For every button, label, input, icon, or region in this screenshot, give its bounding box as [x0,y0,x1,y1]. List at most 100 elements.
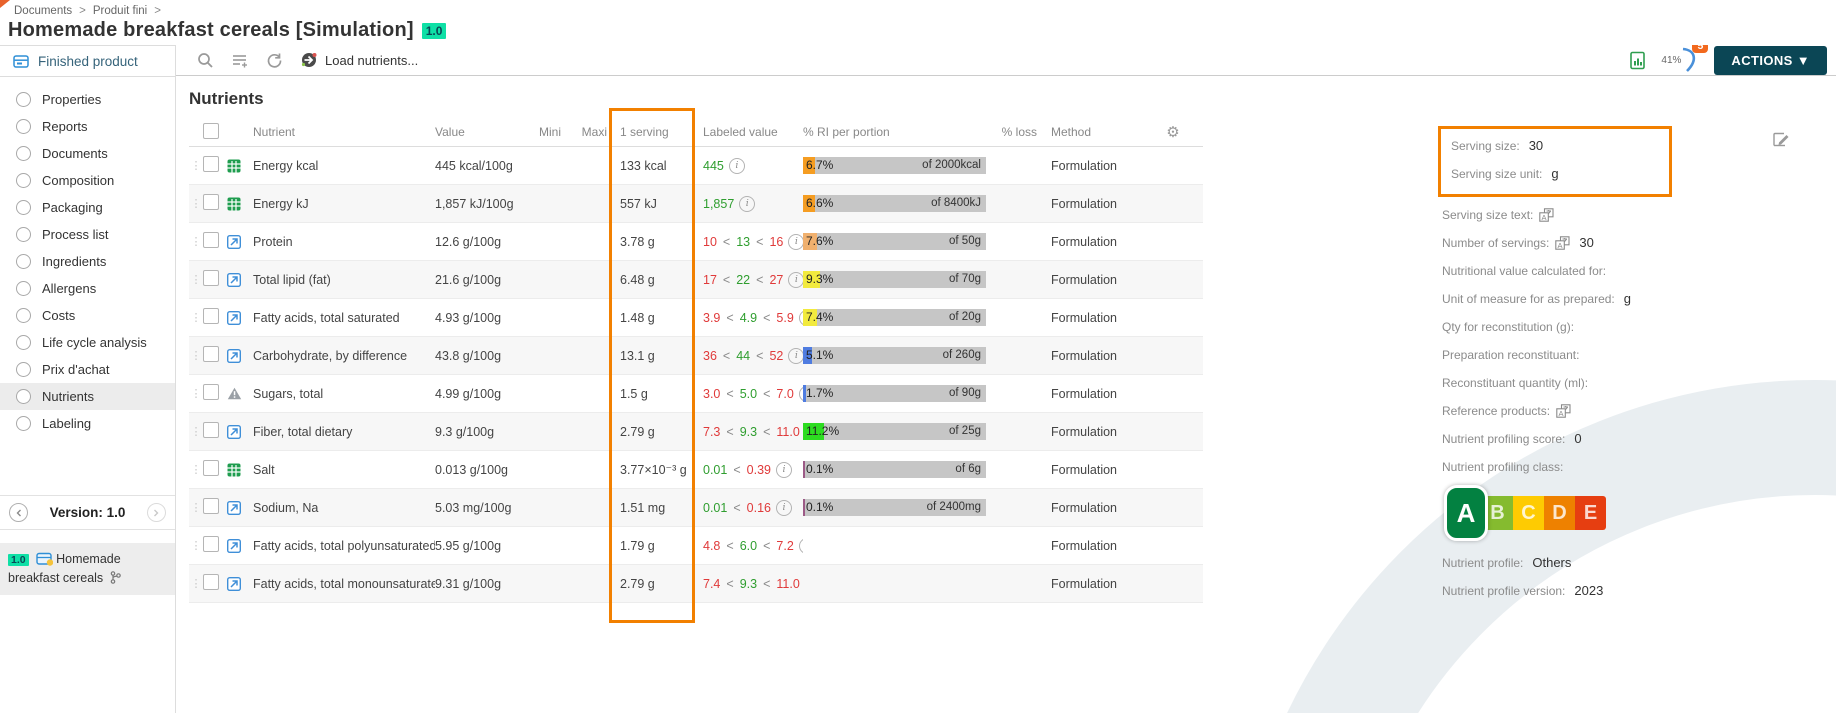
panel-field-reconstituant-quantity-ml: Reconstituant quantity (ml): [1442,373,1836,392]
nutrient-row[interactable]: ⋮ Sugars, total 4.99 g/100g 1.5 g 3.0 <5.0 <7.… [189,375,1203,413]
load-nutrients-button[interactable]: Load nutrients... [300,51,418,69]
drag-handle[interactable]: ⋮ [190,274,202,286]
drag-handle[interactable]: ⋮ [190,464,202,476]
serving-value: 1.51 mg [620,500,666,515]
nutrient-row[interactable]: ⋮ Fatty acids, total saturated 4.93 g/100g… [189,299,1203,337]
select-all-checkbox[interactable] [203,122,219,139]
row-checkbox[interactable] [203,270,219,286]
drag-handle[interactable]: ⋮ [190,160,202,172]
table-header-row: Nutrient Value Mini Maxi 1 serving Label… [189,118,1203,147]
nutrient-row[interactable]: ⋮ Carbohydrate, by difference 43.8 g/100g 1… [189,337,1203,375]
ri-bar: 9.3% of 70g [803,271,986,288]
col-mini[interactable]: Mini [538,125,561,139]
sidebar-item-reports[interactable]: Reports [0,113,175,140]
sidebar-item-labeling[interactable]: Labeling [0,410,175,437]
drag-handle[interactable]: ⋮ [190,388,202,400]
nutrient-row[interactable]: ⋮ Protein 12.6 g/100g 3.78 g 10 <13 <16 i 7.6% of… [189,223,1203,261]
drag-handle[interactable]: ⋮ [190,540,202,552]
nutrient-row[interactable]: ⋮ Salt 0.013 g/100g 3.77×10⁻³ g 0.01 <0.39 i 0.… [189,451,1203,489]
nutrient-row[interactable]: ⋮ Total lipid (fat) 21.6 g/100g 6.48 g 17 <22… [189,261,1203,299]
ri-bar: 7.6% of 50g [803,233,986,250]
row-checkbox[interactable] [203,498,219,514]
translate-icon[interactable]: A [1539,207,1554,222]
sidebar-item-properties[interactable]: Properties [0,86,175,113]
completion-widget[interactable]: 41% 5 [1661,38,1709,73]
col-serving[interactable]: 1 serving [620,125,669,139]
edit-pencil-icon[interactable] [1772,132,1790,148]
nutrient-row[interactable]: ⋮ Fiber, total dietary 9.3 g/100g 2.79 g 7.3… [189,413,1203,451]
table-settings-gear-icon[interactable]: ⚙ [1166,123,1180,141]
col-nutrient[interactable]: Nutrient [253,125,296,139]
sidebar-item-packaging[interactable]: Packaging [0,194,175,221]
col-ri-per-portion[interactable]: % RI per portion [803,125,890,139]
nutrient-name: Energy kcal [253,158,319,173]
nutrient-row[interactable]: ⋮ Sodium, Na 5.03 mg/100g 1.51 mg 0.01 <0.16 i… [189,489,1203,527]
col-labeled-value[interactable]: Labeled value [703,125,778,139]
refresh-icon[interactable] [266,52,283,69]
labeled-segment: 16 [769,234,784,249]
info-icon[interactable]: i [788,347,803,364]
row-checkbox[interactable] [203,194,219,210]
nutrient-row[interactable]: ⋮ Energy kJ 1,857 kJ/100g 557 kJ 1,857 i 6.6% o… [189,185,1203,223]
ri-bar: 6.7% of 2000kcal [803,157,986,174]
col-value[interactable]: Value [435,125,465,139]
breadcrumb-item[interactable]: Documents [14,5,73,17]
info-icon[interactable]: i [739,195,756,212]
ri-reference: of 70g [949,273,981,285]
col-loss[interactable]: % loss [1001,125,1037,139]
nutrient-row[interactable]: ⋮ Energy kcal 445 kcal/100g 133 kcal 445 i 6.7… [189,147,1203,185]
sidebar-item-costs[interactable]: Costs [0,302,175,329]
derived-value-icon [227,538,253,553]
row-checkbox[interactable] [203,574,219,590]
sidebar-item-composition[interactable]: Composition [0,167,175,194]
row-checkbox[interactable] [203,346,219,362]
row-checkbox[interactable] [203,308,219,324]
current-product-item[interactable]: 1.0 Homemade breakfast cereals [0,543,175,595]
drag-handle[interactable]: ⋮ [190,236,202,248]
actions-button[interactable]: ACTIONS ▼ [1714,45,1827,75]
sidebar-root-finished-product[interactable]: Finished product [0,45,175,77]
breadcrumb-item[interactable]: Produit fini [92,5,148,17]
drag-handle[interactable]: ⋮ [190,350,202,362]
drag-handle[interactable]: ⋮ [190,426,202,438]
sidebar-item-ingredients[interactable]: Ingredients [0,248,175,275]
info-icon[interactable]: i [728,157,745,174]
sidebar-item-allergens[interactable]: Allergens [0,275,175,302]
info-icon[interactable]: i [788,233,803,250]
row-checkbox[interactable] [203,384,219,400]
row-checkbox[interactable] [203,156,219,172]
translate-icon[interactable]: A [1555,235,1570,250]
version-next-button[interactable] [146,503,166,522]
add-line-icon[interactable] [231,52,249,68]
sidebar-item-process-list[interactable]: Process list [0,221,175,248]
info-icon[interactable]: i [776,461,792,478]
spreadsheet-export-icon[interactable] [1629,51,1646,70]
nutrient-value: 4.93 g/100g [435,310,502,325]
info-icon[interactable]: i [788,271,803,288]
row-checkbox[interactable] [203,232,219,248]
ri-percent: 6.6% [806,196,834,210]
info-icon[interactable]: i [798,537,803,554]
nutrient-row[interactable]: ⋮ Fatty acids, total polyunsaturated 5.95 … [189,527,1203,565]
row-checkbox[interactable] [203,536,219,552]
translate-icon[interactable]: A [1556,403,1571,418]
search-icon[interactable] [197,52,214,69]
row-checkbox[interactable] [203,460,219,476]
row-checkbox[interactable] [203,422,219,438]
labeled-segment: 445 [703,158,724,173]
col-method[interactable]: Method [1051,125,1092,139]
panel-field-nutrient-profile-version: Nutrient profile version: 2023 [1442,581,1836,600]
nutrient-row[interactable]: ⋮ Fatty acids, total monounsaturated 9.31 … [189,565,1203,603]
sidebar-item-life-cycle-analysis[interactable]: Life cycle analysis [0,329,175,356]
drag-handle[interactable]: ⋮ [190,502,202,514]
version-prev-button[interactable] [9,503,28,522]
labeled-segment: 4.9 [739,310,758,325]
info-icon[interactable]: i [776,499,792,516]
drag-handle[interactable]: ⋮ [190,312,202,324]
sidebar-item-nutrients[interactable]: Nutrients [0,383,175,410]
drag-handle[interactable]: ⋮ [190,578,202,590]
drag-handle[interactable]: ⋮ [190,198,202,210]
sidebar-item-prix-d-achat[interactable]: Prix d'achat [0,356,175,383]
col-maxi[interactable]: Maxi [581,125,607,139]
sidebar-item-documents[interactable]: Documents [0,140,175,167]
